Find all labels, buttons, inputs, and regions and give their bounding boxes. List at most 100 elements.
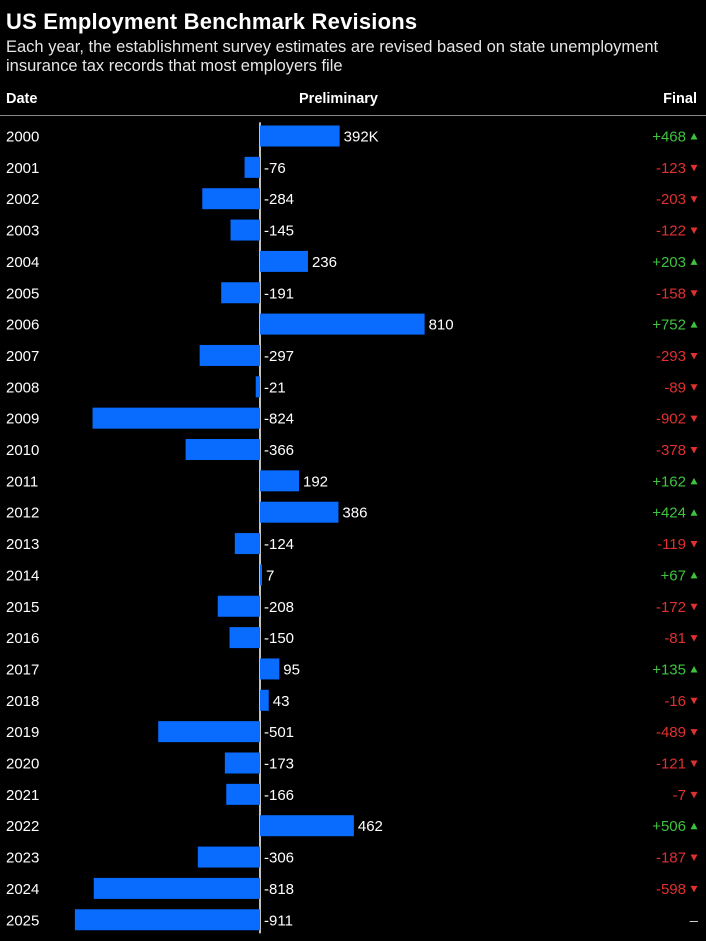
preliminary-value-label: -166 bbox=[264, 787, 294, 804]
preliminary-value-label: 810 bbox=[429, 317, 454, 334]
preliminary-bar bbox=[202, 188, 260, 210]
chart-title: US Employment Benchmark Revisions bbox=[6, 9, 418, 34]
preliminary-value-label: 236 bbox=[312, 254, 337, 271]
down-triangle-icon bbox=[690, 697, 698, 705]
preliminary-bar bbox=[260, 815, 354, 837]
down-triangle-icon bbox=[690, 352, 698, 360]
down-triangle-icon bbox=[690, 384, 698, 391]
preliminary-bar bbox=[260, 313, 425, 335]
final-value-label: +424 bbox=[652, 505, 686, 522]
final-value-label: +67 bbox=[661, 567, 686, 584]
final-value-label: +135 bbox=[652, 661, 686, 678]
preliminary-value-label: -284 bbox=[264, 191, 294, 208]
preliminary-bar bbox=[74, 909, 261, 931]
down-triangle-icon bbox=[690, 541, 698, 548]
down-triangle-icon bbox=[690, 635, 698, 642]
down-triangle-icon bbox=[690, 164, 698, 172]
preliminary-bar bbox=[92, 407, 260, 429]
year-label: 2013 bbox=[6, 536, 39, 553]
final-value-label: -203 bbox=[656, 191, 686, 208]
column-header-preliminary: Preliminary bbox=[299, 91, 378, 107]
down-triangle-icon bbox=[690, 447, 698, 454]
year-label: 2021 bbox=[6, 787, 39, 804]
preliminary-value-label: -818 bbox=[264, 881, 294, 898]
down-triangle-icon bbox=[690, 760, 698, 767]
down-triangle-icon bbox=[690, 415, 698, 423]
year-label: 2014 bbox=[6, 567, 39, 584]
preliminary-value-label: -366 bbox=[264, 442, 294, 459]
preliminary-bar bbox=[229, 627, 260, 649]
year-label: 2000 bbox=[6, 129, 39, 146]
final-value-label: +506 bbox=[652, 818, 686, 835]
preliminary-value-label: 95 bbox=[283, 661, 300, 678]
up-triangle-icon bbox=[690, 258, 698, 265]
year-label: 2016 bbox=[6, 630, 39, 647]
preliminary-value-label: 392K bbox=[344, 129, 379, 146]
preliminary-bar bbox=[244, 156, 260, 178]
year-label: 2008 bbox=[6, 379, 39, 396]
year-label: 2005 bbox=[6, 285, 39, 302]
preliminary-value-label: -191 bbox=[264, 285, 294, 302]
preliminary-bar bbox=[260, 470, 300, 492]
preliminary-value-label: -306 bbox=[264, 850, 294, 867]
year-label: 2011 bbox=[6, 473, 38, 490]
preliminary-bar bbox=[199, 344, 260, 366]
year-label: 2018 bbox=[6, 693, 39, 710]
down-triangle-icon bbox=[690, 227, 698, 235]
year-label: 2017 bbox=[6, 661, 39, 678]
preliminary-value-label: -124 bbox=[264, 536, 294, 553]
preliminary-value-label: -501 bbox=[264, 724, 294, 741]
preliminary-bar bbox=[158, 721, 260, 743]
down-triangle-icon bbox=[690, 854, 698, 862]
year-label: 2004 bbox=[6, 254, 39, 271]
up-triangle-icon bbox=[690, 822, 698, 830]
final-value-label: -293 bbox=[656, 348, 686, 365]
preliminary-value-label: -76 bbox=[264, 160, 286, 177]
column-header-final: Final bbox=[663, 91, 697, 107]
preliminary-bar bbox=[255, 376, 260, 398]
final-value-label: +468 bbox=[652, 129, 686, 146]
year-label: 2003 bbox=[6, 223, 39, 240]
down-triangle-icon bbox=[690, 196, 698, 203]
up-triangle-icon bbox=[690, 477, 698, 485]
year-label: 2022 bbox=[6, 818, 39, 835]
preliminary-value-label: -824 bbox=[264, 411, 294, 428]
preliminary-bar bbox=[260, 564, 262, 586]
year-label: 2023 bbox=[6, 850, 39, 867]
preliminary-value-label: 462 bbox=[358, 818, 383, 835]
down-triangle-icon bbox=[690, 729, 698, 736]
year-label: 2025 bbox=[6, 912, 39, 929]
preliminary-bar bbox=[185, 439, 260, 460]
final-value-label: -7 bbox=[673, 787, 686, 804]
header-divider bbox=[0, 115, 706, 116]
year-label: 2015 bbox=[6, 599, 39, 616]
final-value-label: -489 bbox=[656, 724, 686, 741]
year-label: 2006 bbox=[6, 317, 39, 334]
preliminary-value-label: 7 bbox=[266, 567, 274, 584]
preliminary-bar bbox=[224, 752, 260, 774]
chart-subtitle: Each year, the establishment survey esti… bbox=[6, 38, 659, 75]
preliminary-bar bbox=[260, 125, 340, 147]
final-value-label: -89 bbox=[664, 379, 686, 396]
up-triangle-icon bbox=[690, 665, 698, 673]
preliminary-bar bbox=[234, 533, 260, 555]
year-label: 2019 bbox=[6, 724, 39, 741]
final-value-label: -122 bbox=[656, 223, 686, 240]
preliminary-bar bbox=[260, 250, 308, 272]
year-label: 2020 bbox=[6, 756, 39, 773]
final-value-label: -81 bbox=[664, 630, 686, 647]
preliminary-value-label: -208 bbox=[264, 599, 294, 616]
up-triangle-icon bbox=[690, 321, 698, 328]
year-label: 2001 bbox=[6, 160, 39, 177]
preliminary-bar bbox=[197, 846, 260, 868]
year-label: 2002 bbox=[6, 191, 39, 208]
final-value-label: +203 bbox=[652, 254, 686, 271]
preliminary-value-label: -145 bbox=[264, 223, 294, 240]
down-triangle-icon bbox=[690, 791, 698, 799]
year-label: 2024 bbox=[6, 881, 39, 898]
preliminary-bar bbox=[217, 595, 260, 617]
final-value-label: -902 bbox=[656, 411, 686, 428]
preliminary-value-label: 192 bbox=[303, 473, 328, 490]
final-value-label: -123 bbox=[656, 160, 686, 177]
